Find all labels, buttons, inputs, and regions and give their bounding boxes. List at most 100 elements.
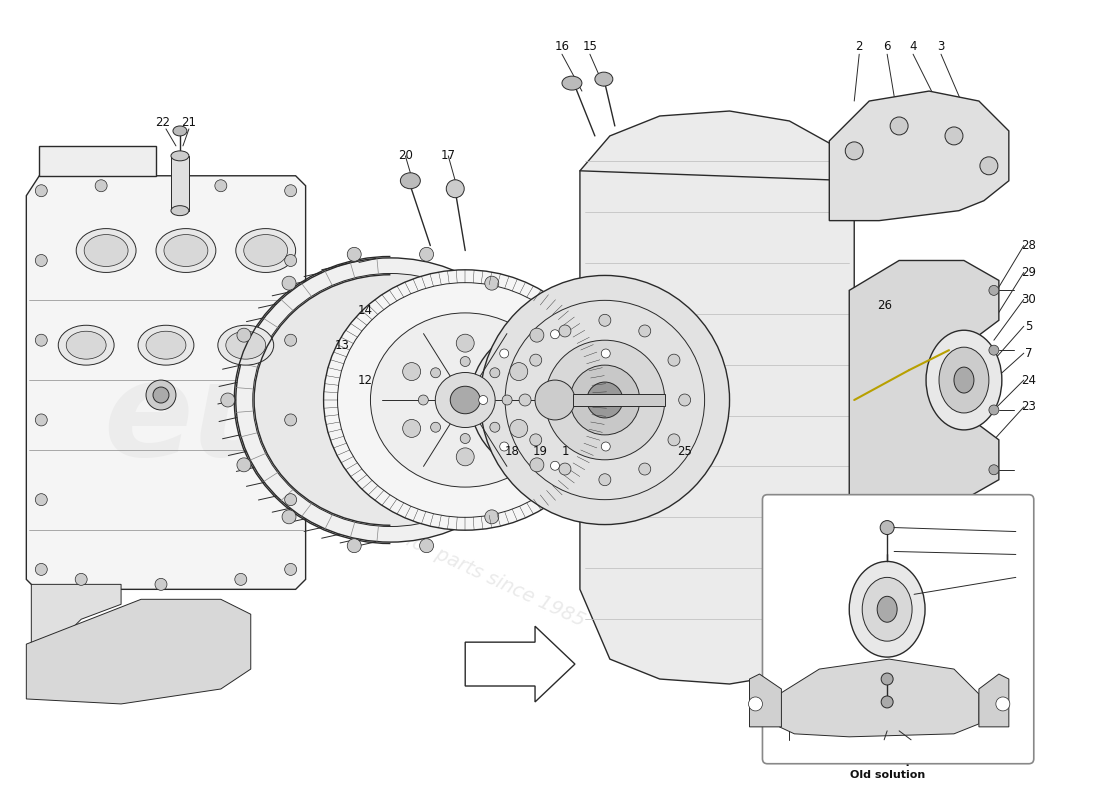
Ellipse shape bbox=[595, 72, 613, 86]
Circle shape bbox=[285, 414, 297, 426]
Ellipse shape bbox=[323, 270, 607, 530]
Circle shape bbox=[447, 180, 464, 198]
Ellipse shape bbox=[562, 76, 582, 90]
Circle shape bbox=[403, 362, 420, 381]
Ellipse shape bbox=[66, 331, 106, 359]
Circle shape bbox=[890, 117, 909, 135]
Text: 13: 13 bbox=[336, 338, 350, 352]
Text: 29: 29 bbox=[1021, 266, 1036, 279]
Circle shape bbox=[456, 334, 474, 352]
Circle shape bbox=[485, 276, 498, 290]
Polygon shape bbox=[749, 674, 781, 727]
Ellipse shape bbox=[235, 258, 544, 542]
Circle shape bbox=[348, 247, 361, 262]
Polygon shape bbox=[580, 111, 855, 684]
Circle shape bbox=[598, 314, 611, 326]
Circle shape bbox=[75, 574, 87, 586]
Polygon shape bbox=[780, 659, 979, 737]
Ellipse shape bbox=[470, 322, 640, 478]
Ellipse shape bbox=[436, 373, 495, 427]
Circle shape bbox=[881, 696, 893, 708]
Text: 25: 25 bbox=[678, 446, 692, 458]
Circle shape bbox=[221, 393, 234, 407]
Ellipse shape bbox=[926, 330, 1002, 430]
Circle shape bbox=[980, 157, 998, 174]
Circle shape bbox=[236, 458, 251, 472]
Ellipse shape bbox=[570, 365, 640, 435]
Circle shape bbox=[485, 510, 498, 524]
Circle shape bbox=[535, 380, 575, 420]
Text: 1: 1 bbox=[561, 446, 569, 458]
Ellipse shape bbox=[244, 234, 288, 266]
Text: 10: 10 bbox=[903, 739, 918, 752]
Circle shape bbox=[35, 414, 47, 426]
Text: 18: 18 bbox=[505, 446, 519, 458]
Circle shape bbox=[639, 463, 651, 475]
Circle shape bbox=[989, 345, 999, 355]
Text: 14: 14 bbox=[358, 304, 373, 317]
Circle shape bbox=[509, 362, 528, 381]
Ellipse shape bbox=[587, 382, 623, 418]
Circle shape bbox=[996, 697, 1010, 711]
Polygon shape bbox=[40, 146, 156, 176]
Ellipse shape bbox=[76, 229, 136, 273]
Circle shape bbox=[285, 563, 297, 575]
Text: 15: 15 bbox=[583, 40, 597, 53]
Circle shape bbox=[546, 393, 560, 407]
Circle shape bbox=[550, 330, 560, 338]
Text: 7: 7 bbox=[1025, 346, 1033, 360]
Polygon shape bbox=[170, 156, 189, 210]
Ellipse shape bbox=[146, 331, 186, 359]
Ellipse shape bbox=[481, 275, 729, 525]
Circle shape bbox=[234, 574, 246, 586]
Circle shape bbox=[679, 394, 691, 406]
Circle shape bbox=[530, 458, 543, 472]
Circle shape bbox=[639, 325, 651, 337]
Circle shape bbox=[35, 254, 47, 266]
Text: Soluzione superata: Soluzione superata bbox=[827, 756, 947, 766]
Circle shape bbox=[214, 180, 227, 192]
Ellipse shape bbox=[400, 173, 420, 189]
Circle shape bbox=[236, 328, 251, 342]
Circle shape bbox=[430, 368, 441, 378]
Ellipse shape bbox=[849, 562, 925, 657]
Circle shape bbox=[668, 354, 680, 366]
Circle shape bbox=[35, 494, 47, 506]
Circle shape bbox=[989, 405, 999, 415]
Circle shape bbox=[403, 419, 420, 438]
Text: 5: 5 bbox=[1018, 571, 1024, 584]
Ellipse shape bbox=[138, 326, 194, 365]
Ellipse shape bbox=[877, 596, 898, 622]
Circle shape bbox=[285, 334, 297, 346]
Ellipse shape bbox=[371, 313, 560, 487]
Polygon shape bbox=[31, 584, 121, 649]
Polygon shape bbox=[465, 626, 575, 702]
Text: 30: 30 bbox=[1022, 293, 1036, 306]
Polygon shape bbox=[829, 91, 1009, 221]
Circle shape bbox=[502, 395, 513, 405]
Text: 16: 16 bbox=[554, 40, 570, 53]
Circle shape bbox=[509, 419, 528, 438]
Circle shape bbox=[490, 368, 499, 378]
Text: 12: 12 bbox=[358, 374, 373, 386]
Circle shape bbox=[478, 395, 487, 405]
Circle shape bbox=[530, 354, 541, 366]
Circle shape bbox=[285, 494, 297, 506]
Text: europ: europ bbox=[103, 357, 538, 483]
Circle shape bbox=[456, 448, 474, 466]
Text: 22: 22 bbox=[155, 117, 170, 130]
Circle shape bbox=[550, 462, 560, 470]
Text: 6: 6 bbox=[883, 40, 891, 53]
Text: 26: 26 bbox=[877, 299, 892, 312]
Circle shape bbox=[499, 442, 508, 451]
Circle shape bbox=[348, 538, 361, 553]
Text: 9: 9 bbox=[1018, 548, 1024, 561]
Polygon shape bbox=[849, 261, 999, 514]
Text: 21: 21 bbox=[182, 117, 197, 130]
Circle shape bbox=[559, 463, 571, 475]
Text: 17: 17 bbox=[441, 150, 455, 162]
Circle shape bbox=[285, 254, 297, 266]
Ellipse shape bbox=[58, 326, 114, 365]
Circle shape bbox=[96, 180, 107, 192]
Circle shape bbox=[282, 276, 296, 290]
